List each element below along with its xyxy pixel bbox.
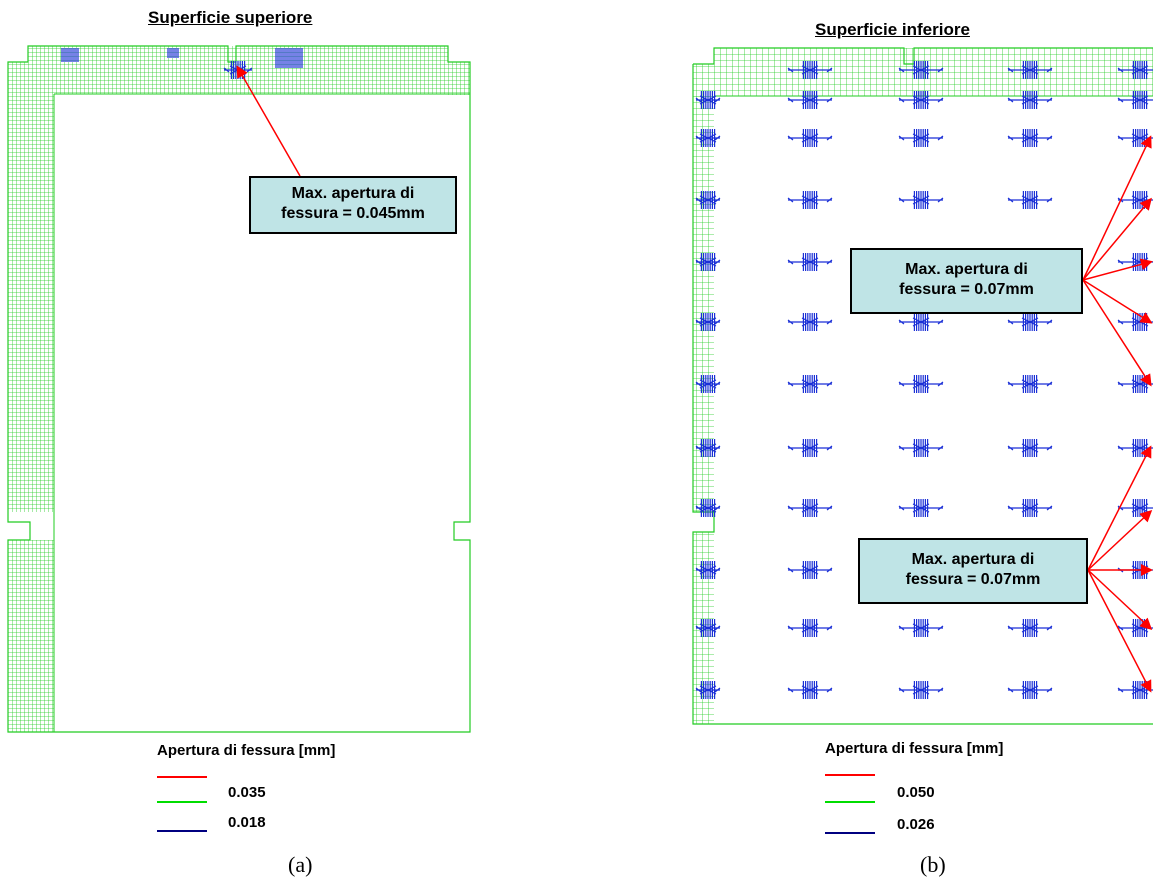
panel-b-callout-lower: Max. apertura di fessura = 0.07mm (858, 538, 1088, 604)
crack-glyph (787, 619, 833, 637)
crack-glyph (1007, 375, 1053, 393)
crack-glyph (787, 681, 833, 699)
crack-glyph (695, 91, 721, 109)
crack-cluster (275, 48, 303, 68)
crack-glyph (695, 439, 721, 457)
plate-inferiore (692, 47, 1153, 725)
crack-glyph (787, 375, 833, 393)
crack-glyph (787, 439, 833, 457)
panel-a-legend-value-low: 0.018 (228, 814, 266, 831)
panel-b-legend-navy-line (825, 832, 875, 834)
crack-glyph (1007, 681, 1053, 699)
crack-glyph (1007, 91, 1053, 109)
panel-a-legend-green-line (157, 801, 207, 803)
crack-glyph (1117, 375, 1153, 393)
crack-glyph (898, 191, 944, 209)
crack-glyph (695, 681, 721, 699)
crack-cluster (167, 48, 179, 58)
panel-a-title: Superficie superiore (148, 8, 313, 27)
panel-a-legend-navy-line (157, 830, 207, 832)
crack-glyph (1117, 619, 1153, 637)
crack-glyph (898, 129, 944, 147)
panel-b-caption: (b) (920, 852, 946, 877)
crack-glyph (898, 313, 944, 331)
callout-line-1: Max. apertura di (291, 185, 415, 202)
crack-glyph (1007, 499, 1053, 517)
crack-glyph (695, 499, 721, 517)
crack-glyph (787, 91, 833, 109)
crack-glyph (787, 61, 833, 79)
panel-b-title: Superficie inferiore (815, 20, 970, 39)
crack-glyph (787, 499, 833, 517)
crack-glyph (1007, 61, 1053, 79)
crack-glyph (1117, 499, 1153, 517)
crack-glyph (898, 499, 944, 517)
crack-glyph (695, 619, 721, 637)
panel-b-legend-red-line (825, 774, 875, 776)
crack-glyph (1007, 619, 1053, 637)
panel-b-legend-green-line (825, 801, 875, 803)
crack-glyph (695, 313, 721, 331)
crack-glyph (695, 191, 721, 209)
crack-glyph (787, 561, 833, 579)
crack-glyph (898, 681, 944, 699)
crack-glyph (898, 91, 944, 109)
panel-a-legend-value-high: 0.035 (228, 784, 266, 801)
panel-a-caption: (a) (288, 852, 313, 877)
crack-glyph (695, 253, 721, 271)
panel-b-legend-value-high: 0.050 (897, 784, 935, 801)
panel-b-callout-upper: Max. apertura di fessura = 0.07mm (850, 248, 1083, 314)
crack-glyph (1117, 313, 1153, 331)
crack-glyph (898, 375, 944, 393)
crack-glyph (1117, 61, 1153, 79)
crack-glyph (695, 561, 721, 579)
crack-glyph (1007, 191, 1053, 209)
crack-glyph (787, 253, 833, 271)
crack-glyph (898, 439, 944, 457)
panel-a-callout: Max. apertura di fessura = 0.045mm (249, 176, 457, 234)
panel-a-legend-red-line (157, 776, 207, 778)
crack-glyph (1007, 439, 1053, 457)
crack-glyph (1117, 681, 1153, 699)
crack-glyph (1117, 439, 1153, 457)
callout-line-2: fessura = 0.045mm (281, 205, 425, 222)
callout-arrows (236, 65, 1153, 693)
crack-glyph (787, 129, 833, 147)
panel-a-legend-title: Apertura di fessura [mm] (157, 742, 336, 759)
crack-glyph (1007, 313, 1053, 331)
crack-glyph (1007, 129, 1053, 147)
plate-superiore (7, 45, 471, 733)
crack-glyph (695, 129, 721, 147)
crack-glyph (898, 619, 944, 637)
crack-glyph (695, 375, 721, 393)
panel-b-legend-title: Apertura di fessura [mm] (825, 740, 1004, 757)
crack-glyph (1117, 91, 1153, 109)
callout-line-2: fessura = 0.07mm (899, 281, 1034, 298)
crack-glyph (787, 313, 833, 331)
crack-glyph (898, 61, 944, 79)
callout-line-2: fessura = 0.07mm (905, 571, 1041, 588)
panel-b-legend-value-low: 0.026 (897, 816, 935, 833)
callout-line-1: Max. apertura di (911, 551, 1035, 568)
crack-glyph (787, 191, 833, 209)
crack-cluster (61, 48, 79, 62)
callout-line-1: Max. apertura di (905, 261, 1028, 278)
